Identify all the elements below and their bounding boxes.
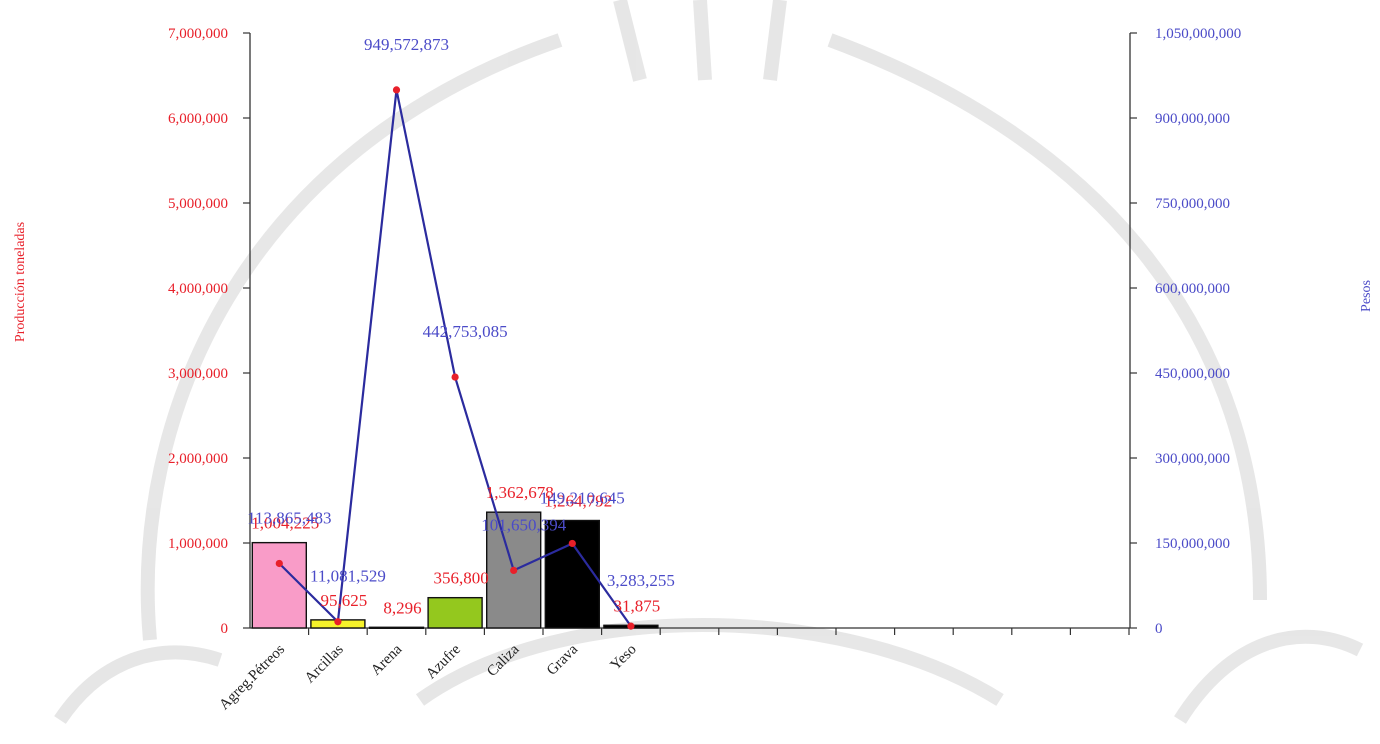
line-value-label: 101,650,394 [481,515,567,534]
left-axis-title: Producción toneladas [13,222,28,342]
right-tick-label: 750,000,000 [1155,196,1230,212]
bar-agregptreos [251,541,308,629]
pesos-point [275,559,283,568]
bar-value-label: 1,004,225 [251,514,319,533]
right-tick-label: 600,000,000 [1155,281,1230,297]
right-tick-label: 300,000,000 [1155,451,1230,467]
pesos-point [568,539,576,548]
watermark [54,0,1364,724]
plot-area: 0 1,000,000 2,000,000 3,000,000 4,000,000 5,0… [168,26,1241,713]
left-tick-label: 6,000,000 [168,111,228,127]
bar-grava [544,519,600,629]
category-label: Agreg.Pétreos [216,641,288,713]
bar-value-label: 31,875 [614,596,661,615]
line-value-label: 949,572,873 [364,35,449,54]
right-axis-title: Pesos [1359,280,1374,312]
pesos-point [451,373,459,381]
right-tick-label: 0 [1155,621,1163,637]
line-value-label: 3,283,255 [607,571,675,590]
line-value-label: 149,210,645 [540,488,625,507]
pesos-point [510,566,518,574]
bar-value-label: 95,625 [321,591,368,610]
bar-value-label: 1,264,792 [544,491,612,510]
right-tick-label: 150,000,000 [1155,536,1230,552]
right-tick-label: 1,050,000,000 [1155,26,1241,42]
category-label: Arena [368,641,405,678]
left-tick-label: 3,000,000 [168,366,228,382]
left-tick-label: 0 [221,621,229,637]
bar-value-label: 8,296 [383,598,421,617]
pesos-point [392,86,401,94]
left-tick-label: 1,000,000 [168,536,228,552]
category-label: Yeso [608,642,640,674]
left-tick-label: 2,000,000 [168,451,228,467]
pesos-point [334,618,342,626]
left-tick-label: 5,000,000 [168,196,228,212]
right-tick-label: 900,000,000 [1155,111,1230,127]
left-tick-label: 7,000,000 [168,26,228,42]
right-tick-label: 450,000,000 [1155,366,1230,382]
line-value-label: 113,865,483 [247,508,331,527]
line-value-label: 11,081,529 [310,567,386,586]
bar-value-label: 1,362,678 [486,483,554,502]
left-tick-label: 4,000,000 [168,281,228,297]
line-value-label: 442,753,085 [423,322,508,341]
bar-arena [368,626,425,629]
bar-azufre [427,596,483,629]
bar-value-label: 356,800 [433,569,488,588]
pesos-point [627,622,635,630]
category-label: Arcillas [302,641,347,686]
